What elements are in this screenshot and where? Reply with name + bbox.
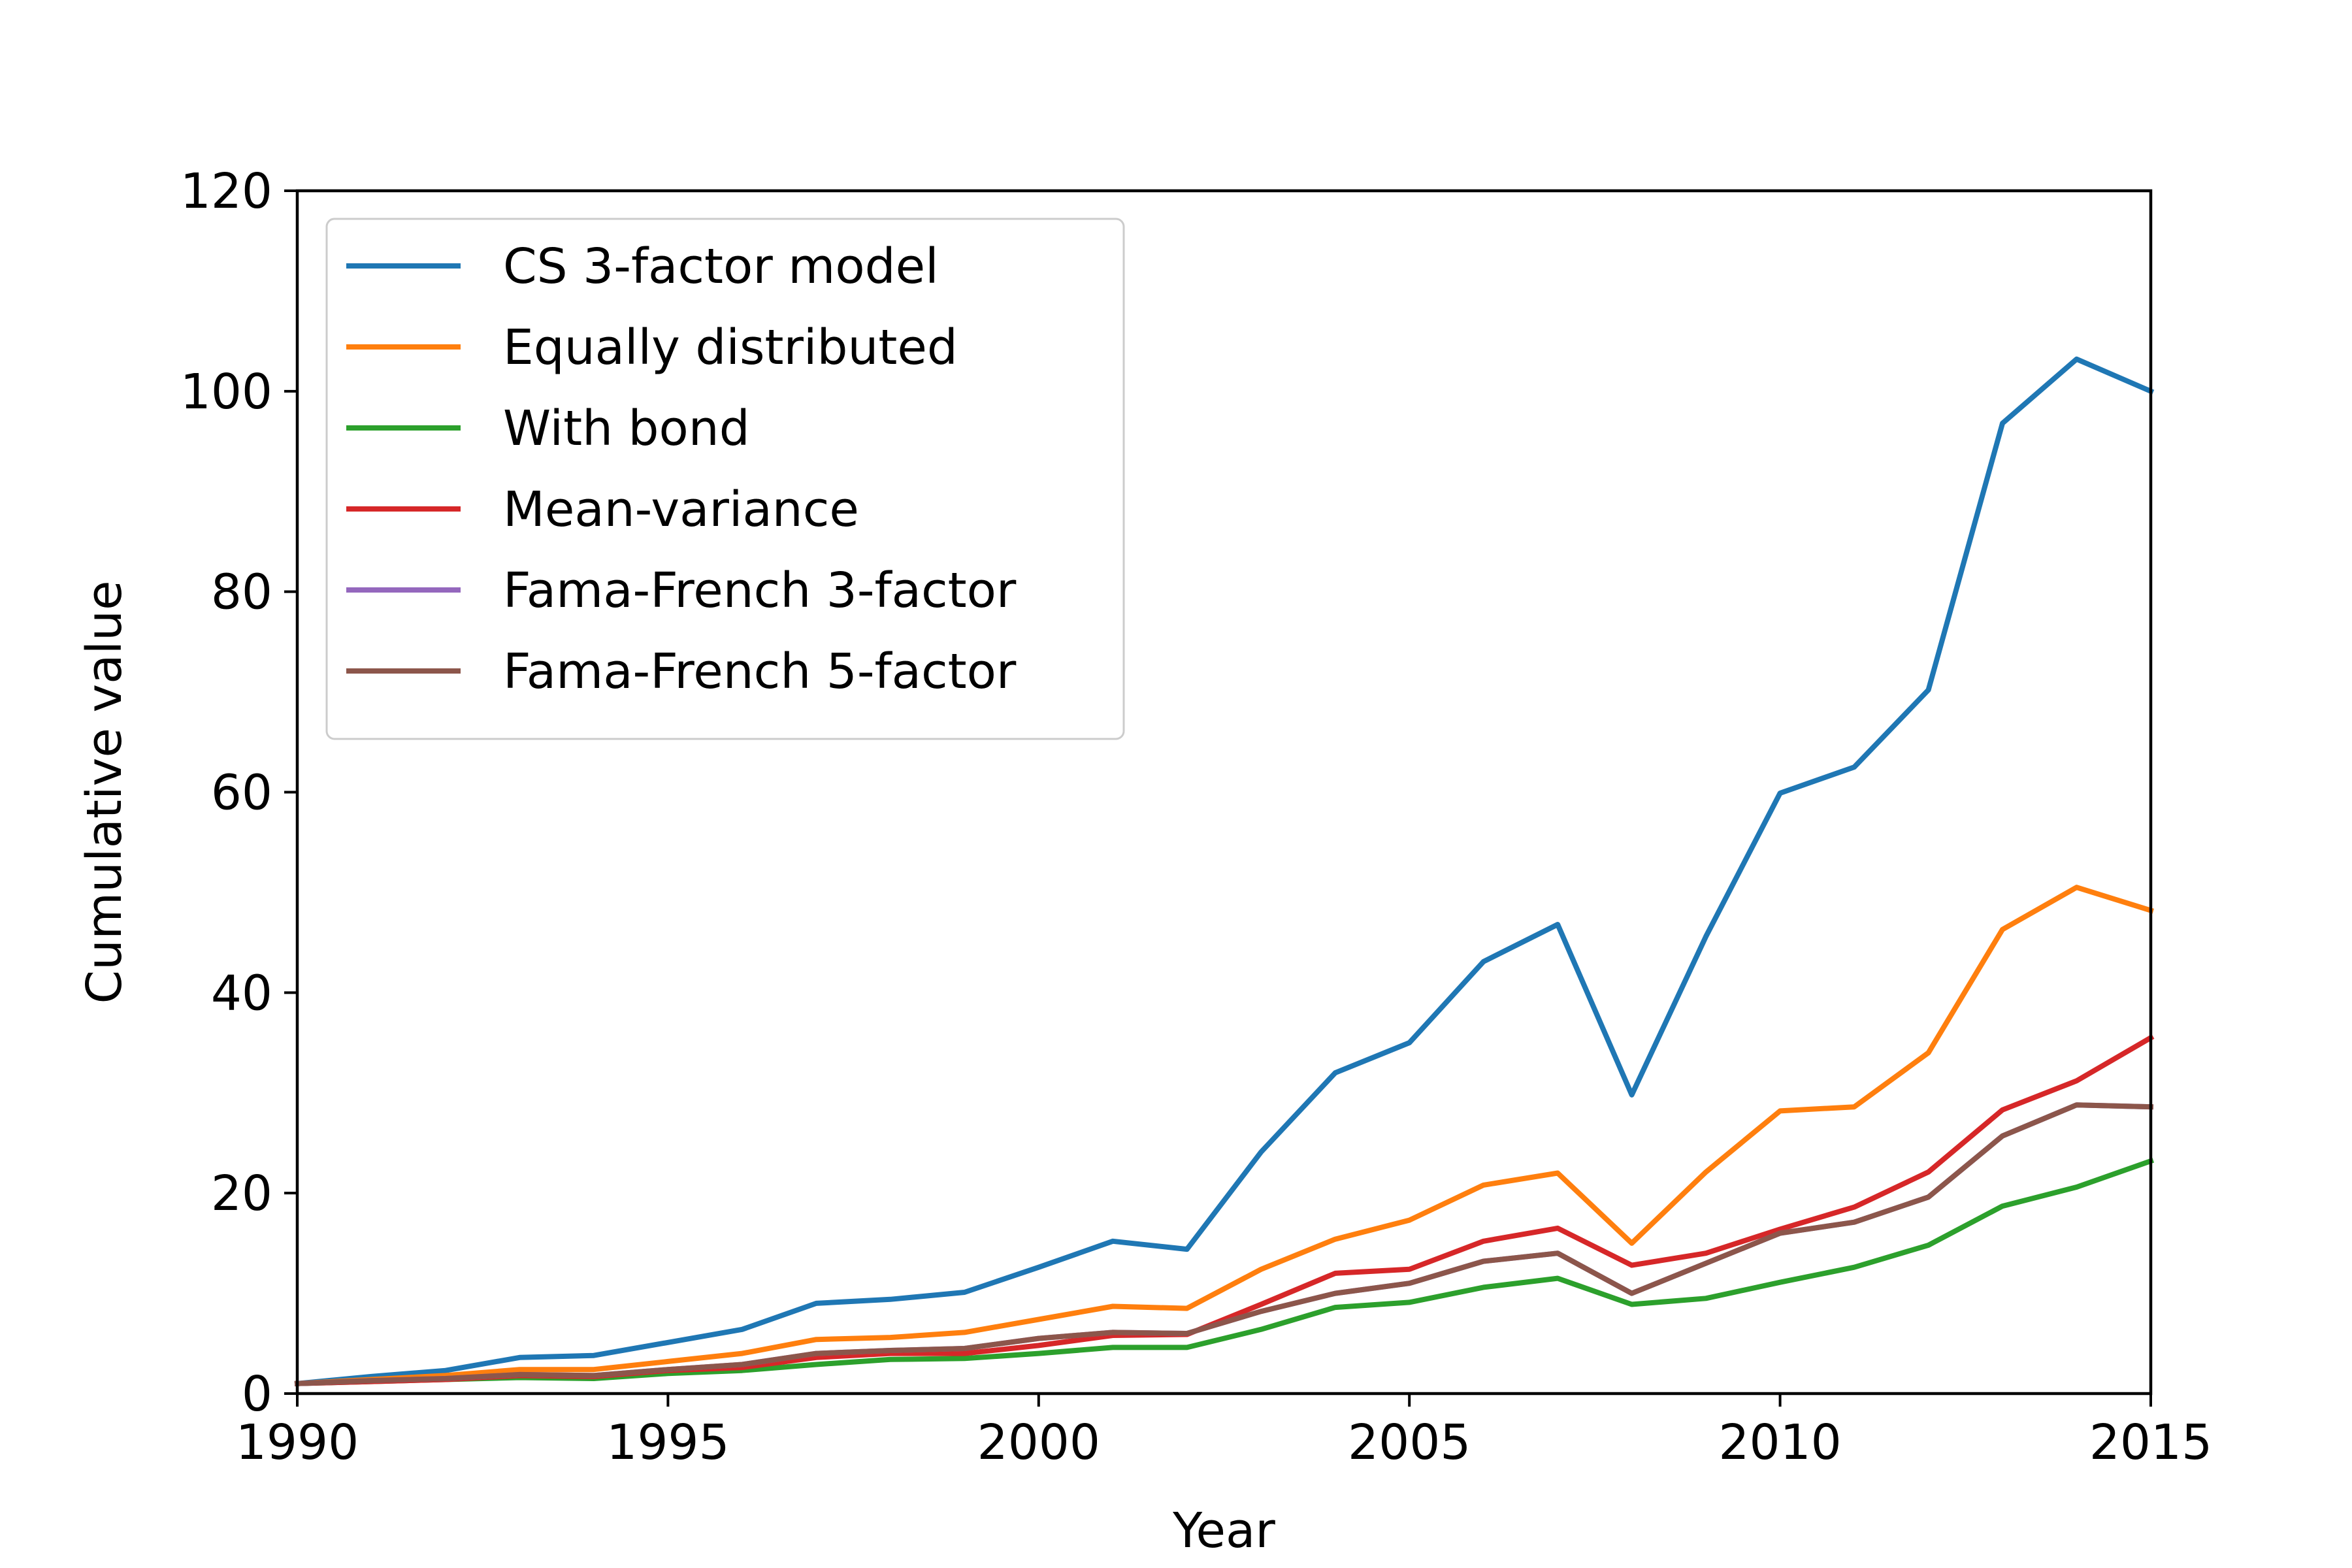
- legend: CS 3-factor model Equally distributed With…: [325, 218, 1125, 740]
- legend-label: Mean-variance: [503, 482, 859, 538]
- x-axis-title: Year: [1172, 1503, 1275, 1559]
- x-tick-label: 2005: [1348, 1414, 1471, 1471]
- y-axis-title: Cumulative value: [76, 580, 133, 1004]
- x-tick-label: 1995: [606, 1414, 729, 1471]
- series-layer: [294, 356, 2155, 1387]
- y-tick-label: 120: [180, 163, 272, 220]
- legend-label: CS 3-factor model: [503, 238, 939, 295]
- x-tick-label: 2015: [2089, 1414, 2212, 1471]
- x-tick-label: 2010: [1718, 1414, 1841, 1471]
- series-line-1: [294, 356, 2155, 1387]
- legend-label: Fama-French 3-factor: [503, 563, 1017, 619]
- series-line-6: [294, 1102, 2154, 1386]
- legend-box: [325, 218, 1125, 740]
- legend-label: Equally distributed: [503, 319, 958, 376]
- y-tick-label: 40: [211, 965, 272, 1021]
- y-tick-label: 60: [211, 765, 272, 821]
- y-tick-label: 100: [180, 364, 272, 420]
- x-tick-label: 2000: [977, 1414, 1100, 1471]
- legend-label: With bond: [503, 400, 750, 457]
- y-tick-label: 80: [211, 564, 272, 621]
- series-line-2: [294, 885, 2155, 1386]
- ticks-layer: 1990 1995 2000 2005 2010 2015 0 20 40 60 80 100 120: [180, 163, 2212, 1471]
- y-tick-label: 0: [242, 1366, 272, 1422]
- y-tick-label: 20: [211, 1166, 272, 1222]
- x-tick-label: 1990: [236, 1414, 359, 1471]
- legend-label: Fama-French 5-factor: [503, 644, 1017, 700]
